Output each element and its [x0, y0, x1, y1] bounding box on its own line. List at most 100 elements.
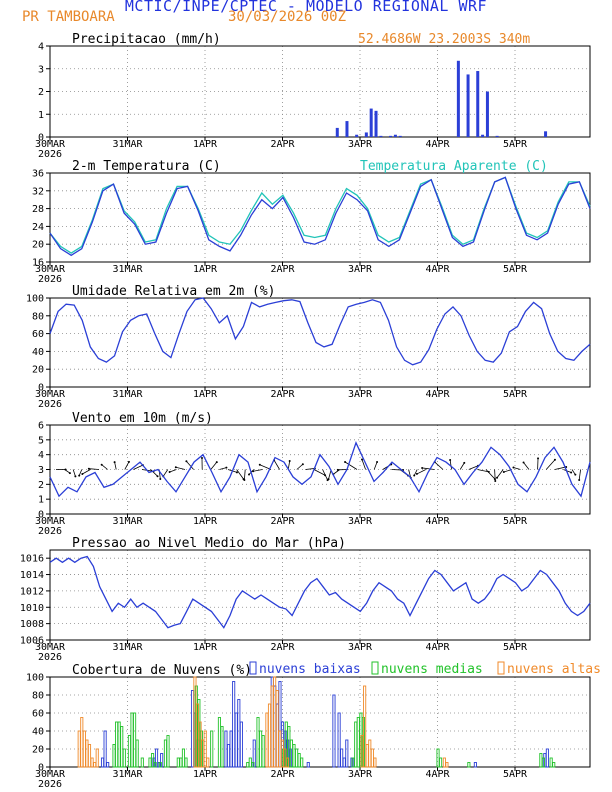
y-tick-label: 100 [26, 294, 44, 305]
wind-arrow [361, 459, 366, 470]
wind-arrow-head [248, 473, 251, 476]
panel-pressure: 1006 1008 1010 1012 1014 1016 30MAR 31MAR 1APR 2A… [20, 536, 591, 663]
wind-arrow [150, 469, 158, 477]
x-tick-label: 5APR [503, 389, 528, 400]
wind-arrow-head [113, 461, 116, 464]
wind-arrow [578, 469, 581, 481]
year-label: 2026 [38, 779, 62, 790]
cloud-bar-high [373, 757, 377, 768]
wind-arrow-head [68, 472, 71, 475]
wind-arrow [344, 461, 358, 470]
cloud-bar-mid [539, 753, 543, 768]
y-tick-label: 4 [38, 450, 44, 461]
legend-swatch [497, 661, 505, 675]
panel-title: Umidade Relativa em 2m (%) [72, 284, 276, 299]
cloud-bar-high [270, 685, 274, 768]
y-tick-label: 36 [32, 169, 44, 180]
cloud-bar-mid [356, 717, 360, 768]
cloud-bar-high [442, 757, 446, 768]
wind-arrow-head [537, 457, 540, 460]
wind-arrow [219, 467, 227, 470]
y-tick-label: 0 [38, 133, 44, 144]
x-tick-label: 3APR [348, 642, 373, 653]
cloud-bar-low [545, 748, 549, 768]
year-label: 2026 [38, 274, 62, 285]
x-tick-label: 30MAR [35, 264, 66, 275]
x-tick-label: 1APR [193, 642, 218, 653]
x-tick-label: 4APR [425, 769, 450, 780]
x-tick-label: 5APR [503, 642, 528, 653]
cloud-bar-mid [122, 748, 126, 768]
y-tick-label: 3 [38, 465, 44, 476]
cloud-bar-mid [439, 757, 443, 768]
precip-bar [466, 74, 470, 137]
x-tick-label: 5APR [503, 264, 528, 275]
precip-bar [355, 134, 359, 137]
cloud-bar-mid [210, 730, 214, 768]
year-label: 2026 [38, 652, 62, 663]
cloud-bar-low [340, 748, 344, 768]
cloud-bar-mid [163, 739, 167, 768]
x-tick-label: 3APR [348, 769, 373, 780]
x-tick-label: 30MAR [35, 769, 66, 780]
x-tick-label: 4APR [425, 642, 450, 653]
cloud-bar-high [95, 748, 99, 768]
wind-arrow-head [502, 470, 505, 473]
x-tick-label: 1APR [193, 139, 218, 150]
y-tick-label: 20 [32, 365, 44, 376]
wind-arrow-head [376, 460, 379, 463]
x-tick-label: 1APR [193, 769, 218, 780]
cloud-bar-low [345, 739, 349, 768]
cloud-bar-low [332, 694, 336, 768]
wind-arrow-head [225, 466, 228, 469]
wind-arrow [468, 465, 479, 470]
cloud-bar-low [306, 762, 310, 768]
y-tick-label: 6 [38, 421, 44, 432]
panel-title: Precipitacao (mm/h) [72, 32, 221, 47]
cloud-bar-mid [354, 721, 358, 768]
x-tick-label: 30MAR [35, 139, 66, 150]
wind-arrow-head [87, 467, 90, 470]
precip-bar [364, 132, 368, 137]
cloud-bar-mid [259, 730, 263, 768]
station-coords: 52.4686W 23.2003S 340m [358, 32, 530, 47]
cloud-bar-high [82, 730, 86, 768]
x-tick-label: 31MAR [112, 769, 143, 780]
wind-arrow [434, 461, 444, 470]
x-tick-label: 2APR [270, 139, 295, 150]
wind-arrow-head [301, 463, 304, 466]
cloud-bar-high [363, 685, 367, 768]
y-tick-label: 3 [38, 64, 44, 75]
wind-arrow [243, 469, 246, 481]
legend-swatch [371, 661, 379, 675]
precip-bar [335, 127, 339, 137]
wind-arrow [287, 460, 291, 470]
cloud-bar-mid [166, 735, 170, 768]
cloud-bar-mid [184, 757, 188, 768]
x-tick-label: 31MAR [112, 264, 143, 275]
y-tick-label: 24 [32, 222, 44, 233]
precip-bar [374, 110, 378, 137]
wind-arrow-head [127, 460, 130, 463]
y-tick-label: 100 [26, 673, 44, 684]
wind-arrow [72, 469, 76, 477]
x-tick-label: 30MAR [35, 389, 66, 400]
year-label: 2026 [38, 526, 62, 537]
temperature-line [49, 176, 591, 257]
cloud-bar-mid [295, 748, 299, 768]
plot-frame [49, 45, 591, 138]
wind-speed-line [49, 441, 591, 498]
wind-arrow [571, 469, 576, 475]
wind-arrow [496, 469, 504, 478]
cloud-bar-mid [148, 757, 152, 768]
x-tick-label: 31MAR [112, 642, 143, 653]
cloud-bar-mid [292, 744, 296, 768]
precip-bar [485, 91, 489, 137]
y-tick-label: 1010 [20, 603, 44, 614]
cloud-bar-mid [217, 717, 221, 768]
wind-arrow [253, 469, 263, 472]
wind-arrow-head [449, 459, 452, 462]
wind-arrow-head [574, 473, 577, 476]
wind-arrow [124, 461, 130, 470]
x-tick-label: 31MAR [112, 389, 143, 400]
